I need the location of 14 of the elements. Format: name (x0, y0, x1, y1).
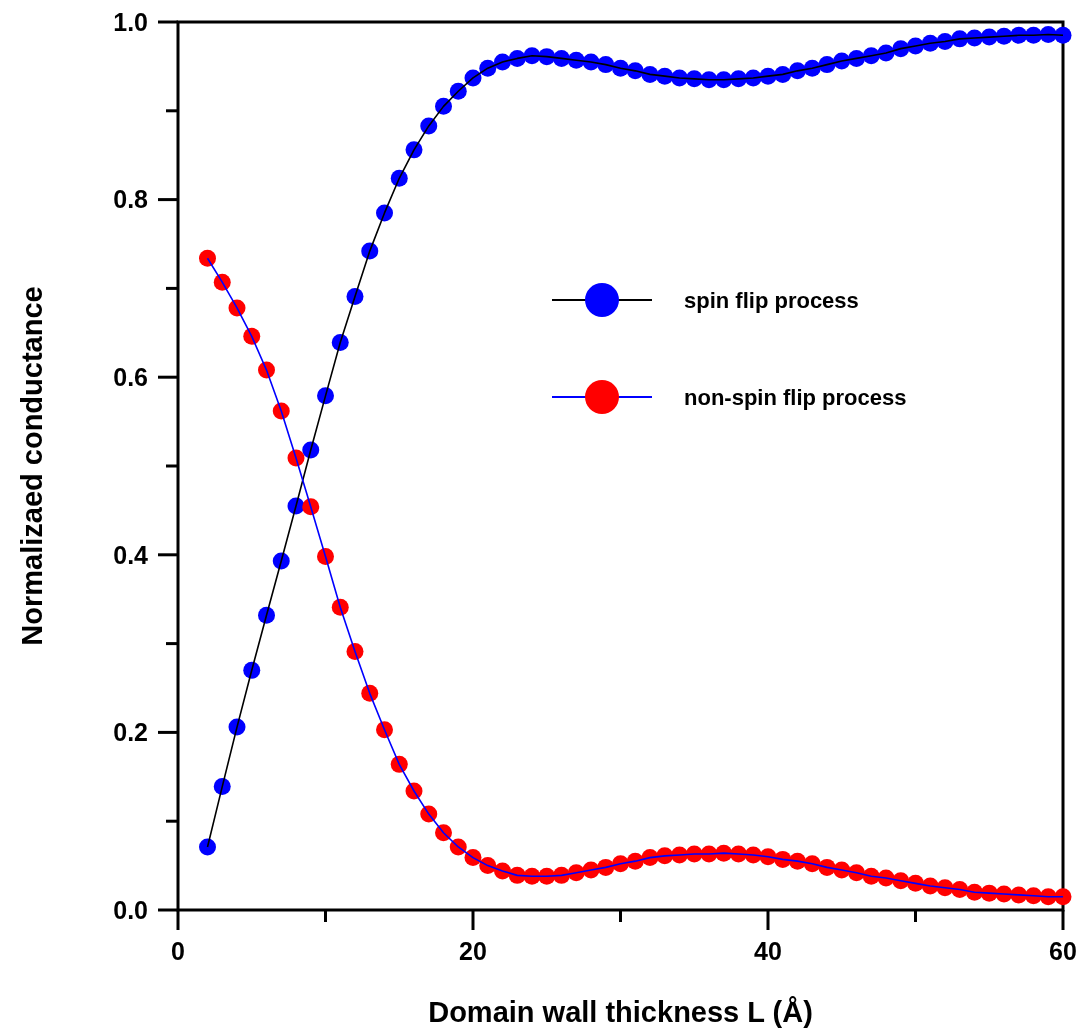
x-tick-label: 60 (1049, 937, 1077, 965)
y-tick-label: 0.0 (113, 895, 148, 924)
y-tick-label: 0.2 (113, 718, 148, 747)
x-tick-label: 20 (459, 937, 487, 965)
y-tick-label: 1.0 (113, 7, 148, 36)
y-axis-title: Normalizaed conductance (16, 286, 48, 646)
x-axis-title: Domain wall thickness L (Å) (428, 996, 813, 1028)
y-tick-label: 0.8 (113, 185, 149, 214)
legend-label: non-spin flip process (684, 384, 907, 410)
y-tick-label: 0.4 (113, 540, 149, 569)
x-tick-label: 40 (754, 937, 782, 965)
x-tick-label: 0 (171, 937, 185, 965)
legend-label: spin flip process (684, 287, 859, 313)
y-tick-label: 0.6 (113, 362, 148, 391)
